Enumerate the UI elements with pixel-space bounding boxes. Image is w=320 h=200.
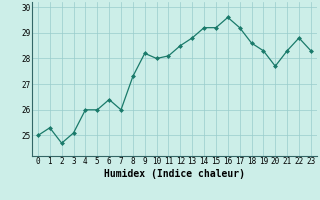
X-axis label: Humidex (Indice chaleur): Humidex (Indice chaleur) bbox=[104, 169, 245, 179]
